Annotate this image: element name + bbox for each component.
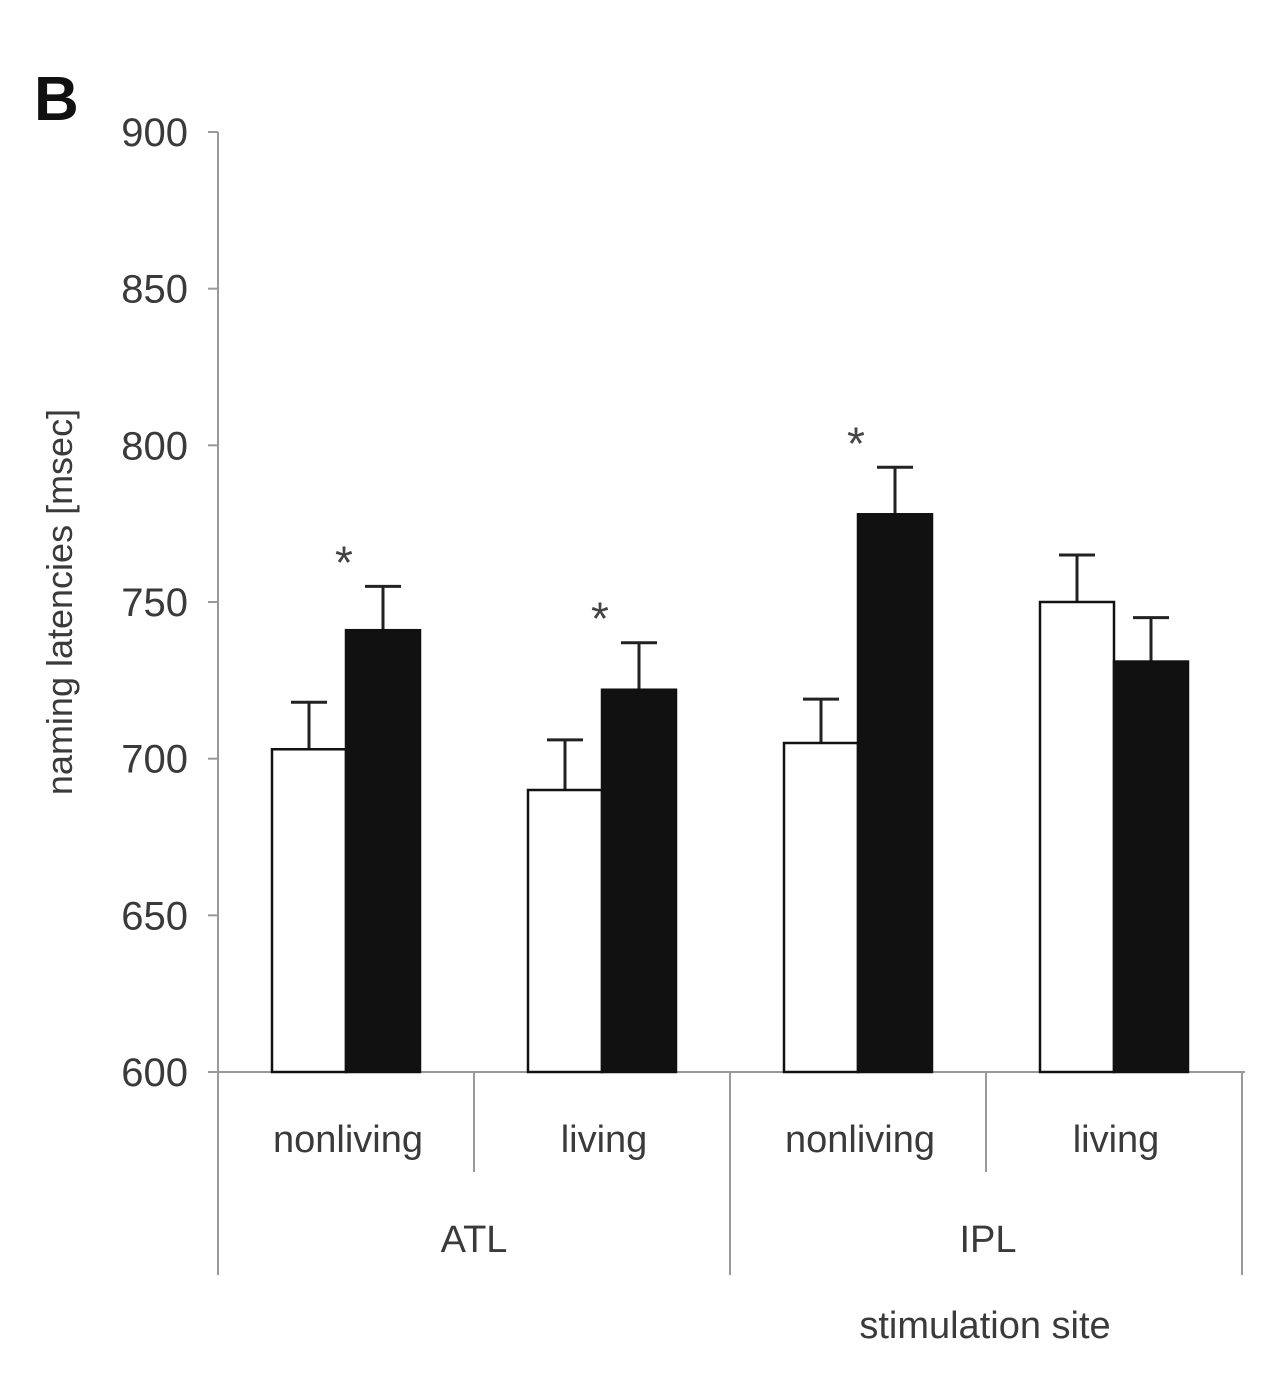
bar bbox=[856, 513, 934, 1074]
y-tick-label: 850 bbox=[121, 268, 188, 312]
bar bbox=[270, 748, 348, 1074]
x-axis-label: stimulation site bbox=[859, 1305, 1110, 1347]
group-label: ATL bbox=[441, 1219, 508, 1261]
y-tick-label: 700 bbox=[121, 738, 188, 782]
bar bbox=[1038, 600, 1116, 1074]
y-tick-label: 900 bbox=[121, 111, 188, 155]
y-tick-label: 650 bbox=[121, 894, 188, 938]
category-label: living bbox=[1073, 1119, 1160, 1161]
panel-label: B bbox=[34, 65, 79, 134]
bar bbox=[526, 788, 604, 1074]
category-label: living bbox=[561, 1119, 648, 1161]
significance-asterisk: * bbox=[847, 417, 865, 469]
bar bbox=[1112, 660, 1190, 1074]
significance-asterisk: * bbox=[335, 536, 353, 588]
bar bbox=[344, 628, 422, 1074]
group-label: IPL bbox=[959, 1219, 1016, 1261]
y-axis-label: naming latencies [msec] bbox=[39, 409, 80, 795]
bar bbox=[782, 741, 860, 1074]
significance-asterisk: * bbox=[591, 593, 609, 645]
bar bbox=[600, 688, 678, 1074]
y-tick-label: 600 bbox=[121, 1051, 188, 1095]
y-tick-label: 750 bbox=[121, 581, 188, 625]
y-tick-label: 800 bbox=[121, 424, 188, 468]
category-label: nonliving bbox=[785, 1119, 935, 1161]
category-label: nonliving bbox=[273, 1119, 423, 1161]
